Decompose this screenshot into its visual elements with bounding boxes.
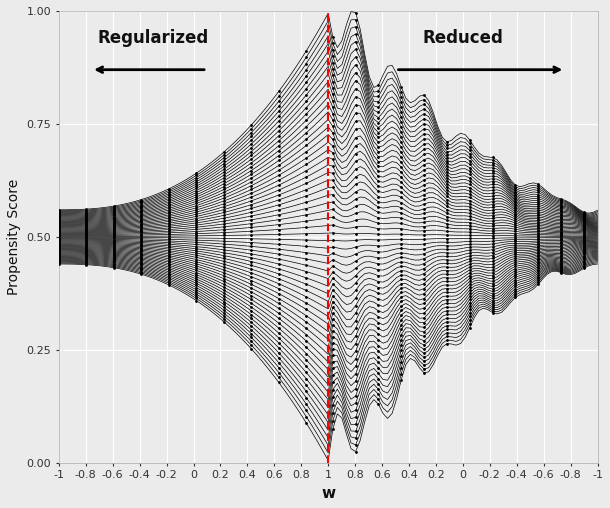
Text: Reduced: Reduced bbox=[423, 29, 503, 47]
Text: Regularized: Regularized bbox=[98, 29, 209, 47]
X-axis label: w: w bbox=[321, 486, 336, 501]
Y-axis label: Propensity Score: Propensity Score bbox=[7, 179, 21, 295]
